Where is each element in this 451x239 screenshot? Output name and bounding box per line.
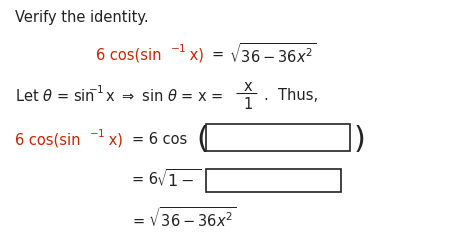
Bar [205, 169, 340, 191]
Text: $-1$: $-1$ [89, 127, 106, 139]
Text: Verify the identity.: Verify the identity. [15, 11, 148, 25]
Text: x $\Rightarrow$ sin $\theta$ = x =: x $\Rightarrow$ sin $\theta$ = x = [101, 88, 223, 104]
Text: $\sqrt{1-}$: $\sqrt{1-}$ [156, 169, 201, 191]
Text: = 6: = 6 [131, 172, 157, 187]
Text: .  Thus,: . Thus, [263, 88, 318, 103]
Text: Let $\theta$ = sin: Let $\theta$ = sin [15, 88, 95, 104]
Text: (: ( [196, 125, 208, 154]
Text: ): ) [353, 125, 365, 154]
Text: =: = [211, 47, 223, 62]
Text: x: x [243, 79, 251, 94]
Text: $-1$: $-1$ [170, 42, 186, 54]
Text: = 6 cos: = 6 cos [131, 132, 187, 147]
Text: x): x) [184, 47, 203, 62]
Text: 6 cos(sin: 6 cos(sin [96, 47, 161, 62]
Text: 1: 1 [242, 97, 252, 112]
Text: $\sqrt{36 - 36x^2}$: $\sqrt{36 - 36x^2}$ [229, 43, 316, 66]
Text: x): x) [104, 132, 122, 147]
Bar [205, 124, 349, 151]
Text: 6 cos(sin: 6 cos(sin [15, 132, 80, 147]
Text: $-1$: $-1$ [88, 83, 104, 95]
Text: = $\sqrt{36 - 36x^2}$: = $\sqrt{36 - 36x^2}$ [131, 206, 235, 230]
